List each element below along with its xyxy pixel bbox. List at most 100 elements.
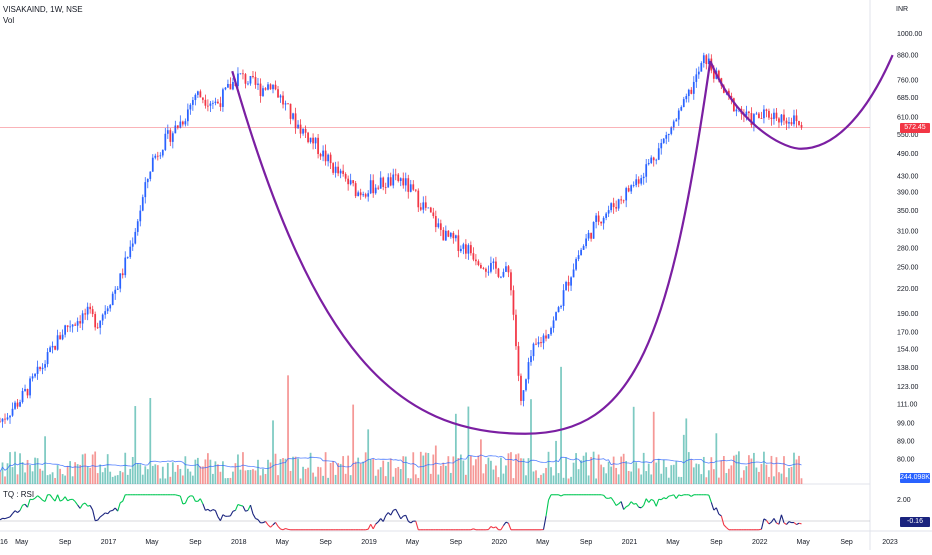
volume-bar xyxy=(109,472,111,484)
rsi-segment xyxy=(15,511,18,513)
candle-body xyxy=(675,120,677,122)
candle-body xyxy=(600,222,602,224)
candle-body xyxy=(230,84,232,89)
candle-body xyxy=(42,368,44,369)
candle-body xyxy=(690,90,692,94)
candle-body xyxy=(275,85,277,89)
candle-body xyxy=(633,185,635,186)
rsi-segment xyxy=(215,510,218,516)
volume-bar xyxy=(595,478,597,484)
price-tick-label: 430.00 xyxy=(897,173,919,180)
candle-body xyxy=(417,191,419,208)
candle-body xyxy=(245,74,247,84)
candle-body xyxy=(212,103,214,104)
volume-bar xyxy=(79,465,81,484)
candle-body xyxy=(565,282,567,290)
volume-bar xyxy=(325,452,327,484)
volume-bar xyxy=(184,456,186,484)
volume-bar xyxy=(503,474,505,484)
volume-bar xyxy=(588,475,590,484)
candle-body xyxy=(460,249,462,251)
candle-body xyxy=(24,389,26,391)
volume-bar xyxy=(139,464,141,484)
candle-body xyxy=(205,100,207,106)
candle-body xyxy=(7,417,9,419)
candle-body xyxy=(495,262,497,269)
candle-body xyxy=(553,320,555,328)
volume-legend[interactable]: Vol xyxy=(3,16,14,25)
volume-bar xyxy=(543,473,545,484)
rsi-segment xyxy=(644,499,647,506)
currency-label[interactable]: INR xyxy=(896,6,908,13)
candle-body xyxy=(445,231,447,241)
volume-bar xyxy=(405,457,407,484)
candle-body xyxy=(573,270,575,278)
candle-body xyxy=(242,73,244,74)
volume-bar xyxy=(39,469,41,484)
candle-body xyxy=(528,362,530,379)
rsi-segment xyxy=(646,499,649,503)
candle-body xyxy=(628,188,630,191)
last-price-tag: 572.45 xyxy=(900,123,930,133)
volume-bar xyxy=(420,452,422,484)
volume-bar xyxy=(19,453,21,484)
rsi-segment xyxy=(611,498,614,502)
volume-bar xyxy=(167,463,169,484)
volume-bar xyxy=(437,475,439,484)
indicator-legend[interactable]: TQ : RSI xyxy=(3,490,34,499)
volume-bar xyxy=(432,455,434,484)
price-tick-label: 760.00 xyxy=(897,77,919,84)
candle-body xyxy=(280,96,282,98)
candle-body xyxy=(525,379,527,390)
rsi-segment xyxy=(761,519,764,529)
rsi-segment xyxy=(13,511,16,514)
x-tick-label: Sep xyxy=(59,539,72,546)
symbol-legend[interactable]: VISAKAIND, 1W, NSE xyxy=(3,5,83,14)
volume-bar xyxy=(457,458,459,484)
rsi-segment xyxy=(496,527,499,530)
rsi-segment xyxy=(118,503,121,511)
candle-body xyxy=(620,199,622,200)
candle-body xyxy=(563,290,565,306)
candle-body xyxy=(768,111,770,118)
volume-bar xyxy=(555,441,557,484)
candle-body xyxy=(137,221,139,232)
candle-body xyxy=(766,109,768,110)
price-tick-label: 350.00 xyxy=(897,208,919,215)
volume-bar xyxy=(315,477,317,484)
volume-bar xyxy=(225,478,227,484)
x-tick-label: May xyxy=(797,539,811,546)
volume-bar xyxy=(658,459,660,484)
candle-body xyxy=(798,121,800,125)
volume-bar xyxy=(518,453,520,484)
x-tick-label: Sep xyxy=(580,539,593,546)
candle-body xyxy=(480,265,482,268)
volume-bar xyxy=(122,472,124,484)
volume-bar xyxy=(9,452,11,484)
price-tick-label: 610.00 xyxy=(897,114,919,121)
candle-body xyxy=(548,334,550,338)
candle-body xyxy=(623,200,625,201)
volume-bar xyxy=(520,458,522,484)
volume-bar xyxy=(407,478,409,484)
rsi-segment xyxy=(709,495,712,502)
candle-body xyxy=(583,246,585,250)
rsi-segment xyxy=(391,510,394,515)
volume-bar xyxy=(565,458,567,484)
candle-body xyxy=(347,179,349,185)
volume-bar xyxy=(538,478,540,484)
volume-bar xyxy=(655,463,657,484)
candle-body xyxy=(325,151,327,162)
volume-bar xyxy=(402,456,404,484)
volume-bar xyxy=(390,458,392,484)
candle-body xyxy=(660,143,662,148)
volume-bar xyxy=(508,453,510,484)
candle-body xyxy=(693,82,695,94)
candle-body xyxy=(292,113,294,119)
candle-body xyxy=(588,233,590,239)
candle-body xyxy=(107,308,109,311)
candle-body xyxy=(179,122,181,128)
volume-bar xyxy=(685,418,687,484)
volume-bar xyxy=(212,474,214,484)
